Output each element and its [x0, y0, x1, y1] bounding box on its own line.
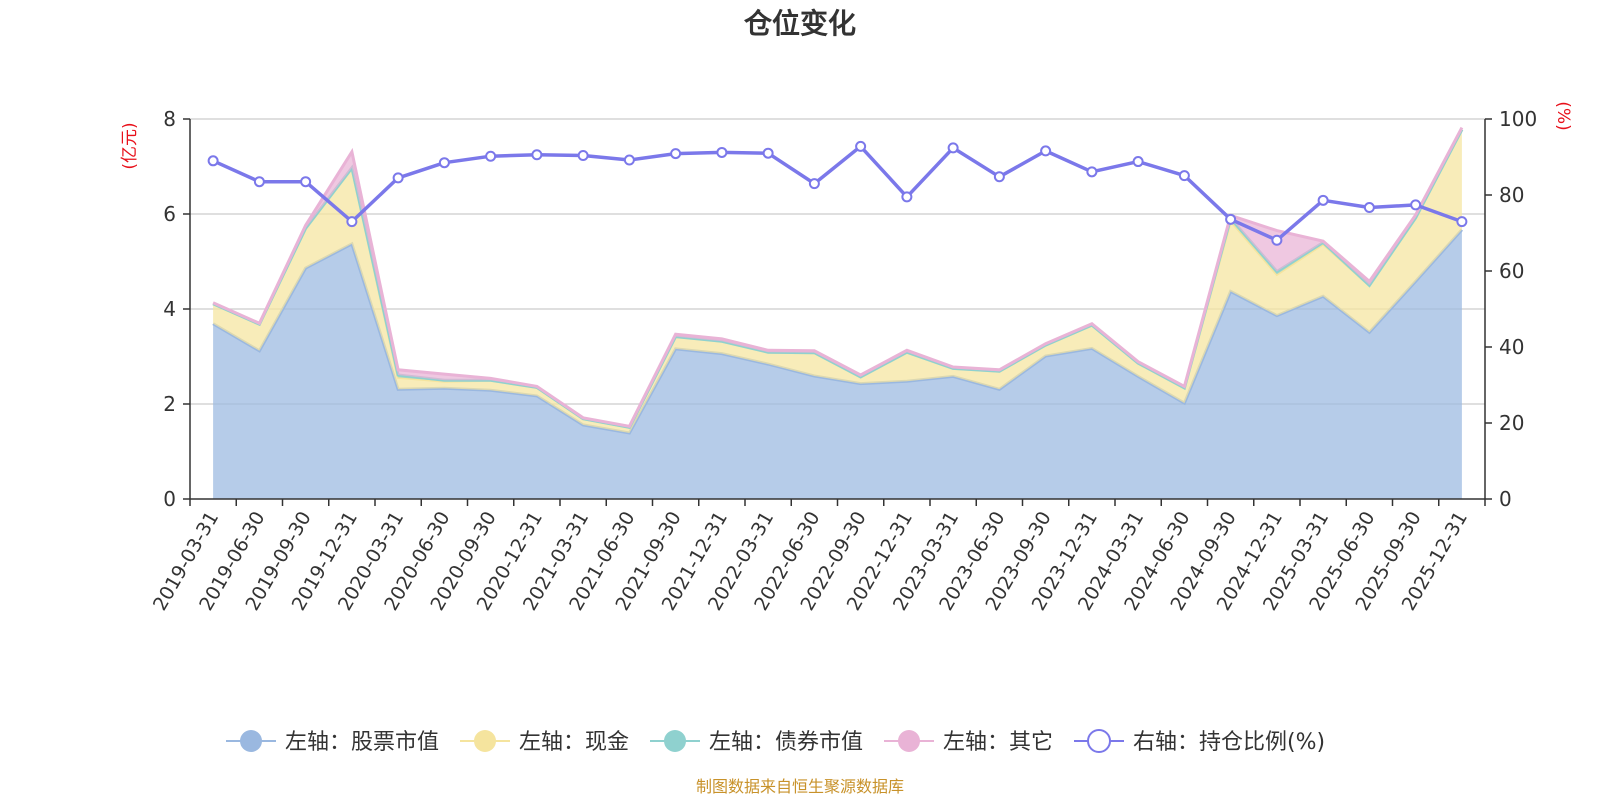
- left-tick-label: 0: [163, 487, 176, 511]
- holding-ratio-point: [531, 149, 543, 161]
- right-tick-label: 0: [1499, 487, 1512, 511]
- holding-ratio-point: [392, 172, 404, 184]
- legend-label: 左轴：其它: [943, 730, 1053, 755]
- holding-ratio-point: [207, 155, 219, 167]
- holding-ratio-point: [947, 142, 959, 154]
- legend-label: 左轴：债券市值: [709, 730, 863, 755]
- legend-marker: [664, 730, 686, 752]
- legend: 左轴：股票市值 左轴：现金 左轴：债券市值 左轴：其它 右轴：持仓比例(%): [226, 729, 1325, 755]
- holding-ratio-point: [1363, 202, 1375, 214]
- area-左轴：现金: [213, 129, 1462, 433]
- left-tick-label: 6: [163, 202, 176, 226]
- holding-ratio-point: [1040, 145, 1052, 157]
- holding-ratio-point: [1271, 234, 1283, 246]
- right-tick-label: 100: [1499, 107, 1537, 131]
- holding-ratio-point: [1456, 216, 1468, 228]
- area-左轴：股票市值: [213, 229, 1462, 499]
- holding-ratio-point: [438, 157, 450, 169]
- holding-ratio-point: [577, 149, 589, 161]
- legend-label: 左轴：现金: [519, 730, 629, 755]
- holding-ratio-point: [1317, 194, 1329, 206]
- left-axis-unit: (亿元): [120, 122, 140, 169]
- holding-ratio-point: [808, 178, 820, 190]
- chart-title: 仓位变化: [744, 7, 856, 40]
- holding-ratio-point: [1132, 156, 1144, 168]
- left-tick-label: 2: [163, 392, 176, 416]
- right-tick-label: 80: [1499, 183, 1524, 207]
- holding-ratio-point: [300, 176, 312, 188]
- legend-label: 左轴：股票市值: [285, 730, 439, 755]
- holding-ratio-point: [623, 154, 635, 166]
- holding-ratio-point: [762, 147, 774, 159]
- holding-ratio-point: [716, 146, 728, 158]
- right-axis-unit: (%): [1553, 101, 1573, 130]
- holding-ratio-point: [1086, 166, 1098, 178]
- holding-ratio-point: [1178, 170, 1190, 182]
- holding-ratio-point: [346, 216, 358, 228]
- stacked-areas: [212, 126, 1464, 499]
- holding-ratio-point: [670, 148, 682, 160]
- holding-ratio-point: [485, 150, 497, 162]
- holding-ratio-series: [207, 140, 1468, 246]
- left-tick-label: 8: [163, 107, 176, 131]
- holding-ratio-point: [855, 140, 867, 152]
- holding-ratio-line: [212, 144, 1463, 242]
- right-tick-label: 40: [1499, 335, 1524, 359]
- right-tick-label: 60: [1499, 259, 1524, 283]
- data-source-note: 制图数据来自恒生聚源数据库: [696, 777, 904, 796]
- holding-ratio-point: [1410, 199, 1422, 211]
- legend-label: 右轴：持仓比例(%): [1133, 730, 1325, 755]
- holding-ratio-point: [901, 191, 913, 203]
- legend-marker: [474, 730, 496, 752]
- legend-marker: [240, 730, 262, 752]
- holding-ratio-point: [1225, 213, 1237, 225]
- holding-ratio-point: [993, 171, 1005, 183]
- holding-ratio-point: [253, 176, 265, 188]
- left-tick-label: 4: [163, 297, 176, 321]
- right-tick-label: 20: [1499, 411, 1524, 435]
- area-top-line: [212, 126, 1464, 428]
- legend-marker: [898, 730, 920, 752]
- legend-marker: [1087, 729, 1111, 753]
